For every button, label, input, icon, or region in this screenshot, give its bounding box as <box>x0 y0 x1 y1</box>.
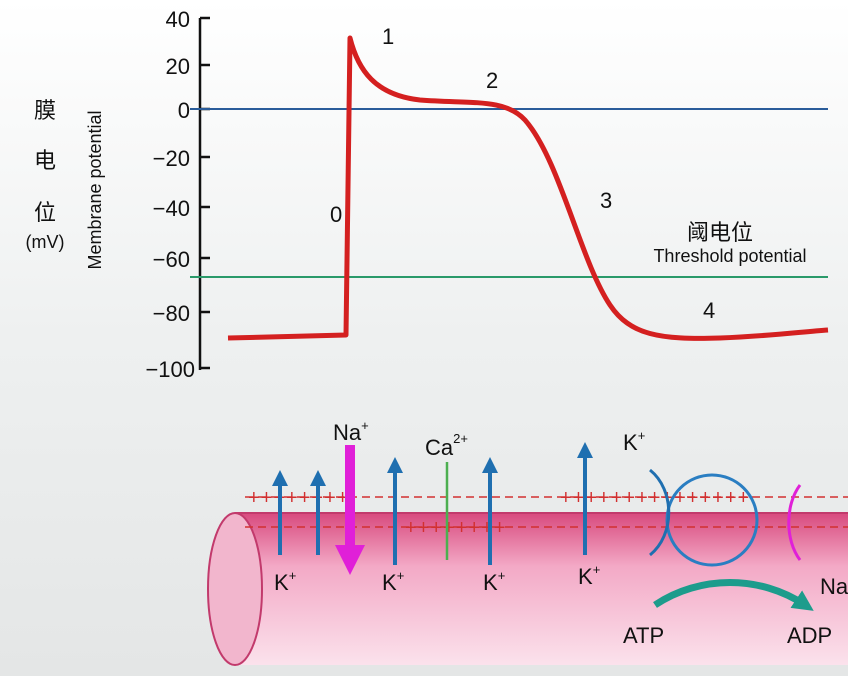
axis-label-cn: 位 <box>34 200 56 225</box>
threshold-label: Threshold potential <box>653 246 806 266</box>
charge: + <box>593 562 601 577</box>
axis-label: Membrane potential <box>85 110 105 269</box>
charges: +++++++++++++++ <box>560 487 750 509</box>
threshold-label-cn: 阈电位 <box>687 220 753 245</box>
ion: Na <box>333 420 362 445</box>
diagram: 40 20 0 −20 −40 −60 −80 −100 膜 电 位 (mV) … <box>0 0 848 676</box>
tick: −40 <box>153 196 190 221</box>
tick: 20 <box>166 54 190 79</box>
tick: −80 <box>153 301 190 326</box>
ion: K <box>623 430 638 455</box>
phase-label: 4 <box>703 298 715 323</box>
charge: + <box>498 568 506 583</box>
phase-label: 1 <box>382 24 394 49</box>
charge: 2+ <box>453 431 468 446</box>
phase-label: 3 <box>600 188 612 213</box>
phase-label: 0 <box>330 202 342 227</box>
ion: K <box>382 570 397 595</box>
axis-label-cn: 电 <box>34 148 56 173</box>
ion: K <box>578 564 593 589</box>
tick: 0 <box>178 98 190 123</box>
phase-label: 2 <box>486 68 498 93</box>
tick: −100 <box>145 357 195 382</box>
axis-unit: (mV) <box>26 232 65 252</box>
tick: −60 <box>153 247 190 272</box>
ion-label: Na <box>820 574 848 599</box>
ion: Ca <box>425 435 454 460</box>
axis-label-cn: 膜 <box>34 98 56 123</box>
charges: ++++++++ <box>248 487 349 509</box>
charge: + <box>289 568 297 583</box>
cell-tube <box>235 513 848 665</box>
tick: −20 <box>153 146 190 171</box>
tick: 40 <box>166 7 190 32</box>
tube-end <box>208 513 262 665</box>
ion: K <box>274 570 289 595</box>
ion: K <box>483 570 498 595</box>
charge: + <box>397 568 405 583</box>
charge: + <box>361 418 369 433</box>
adp-label: ADP <box>787 623 832 648</box>
atp-label: ATP <box>623 623 664 648</box>
charge: + <box>638 428 646 443</box>
